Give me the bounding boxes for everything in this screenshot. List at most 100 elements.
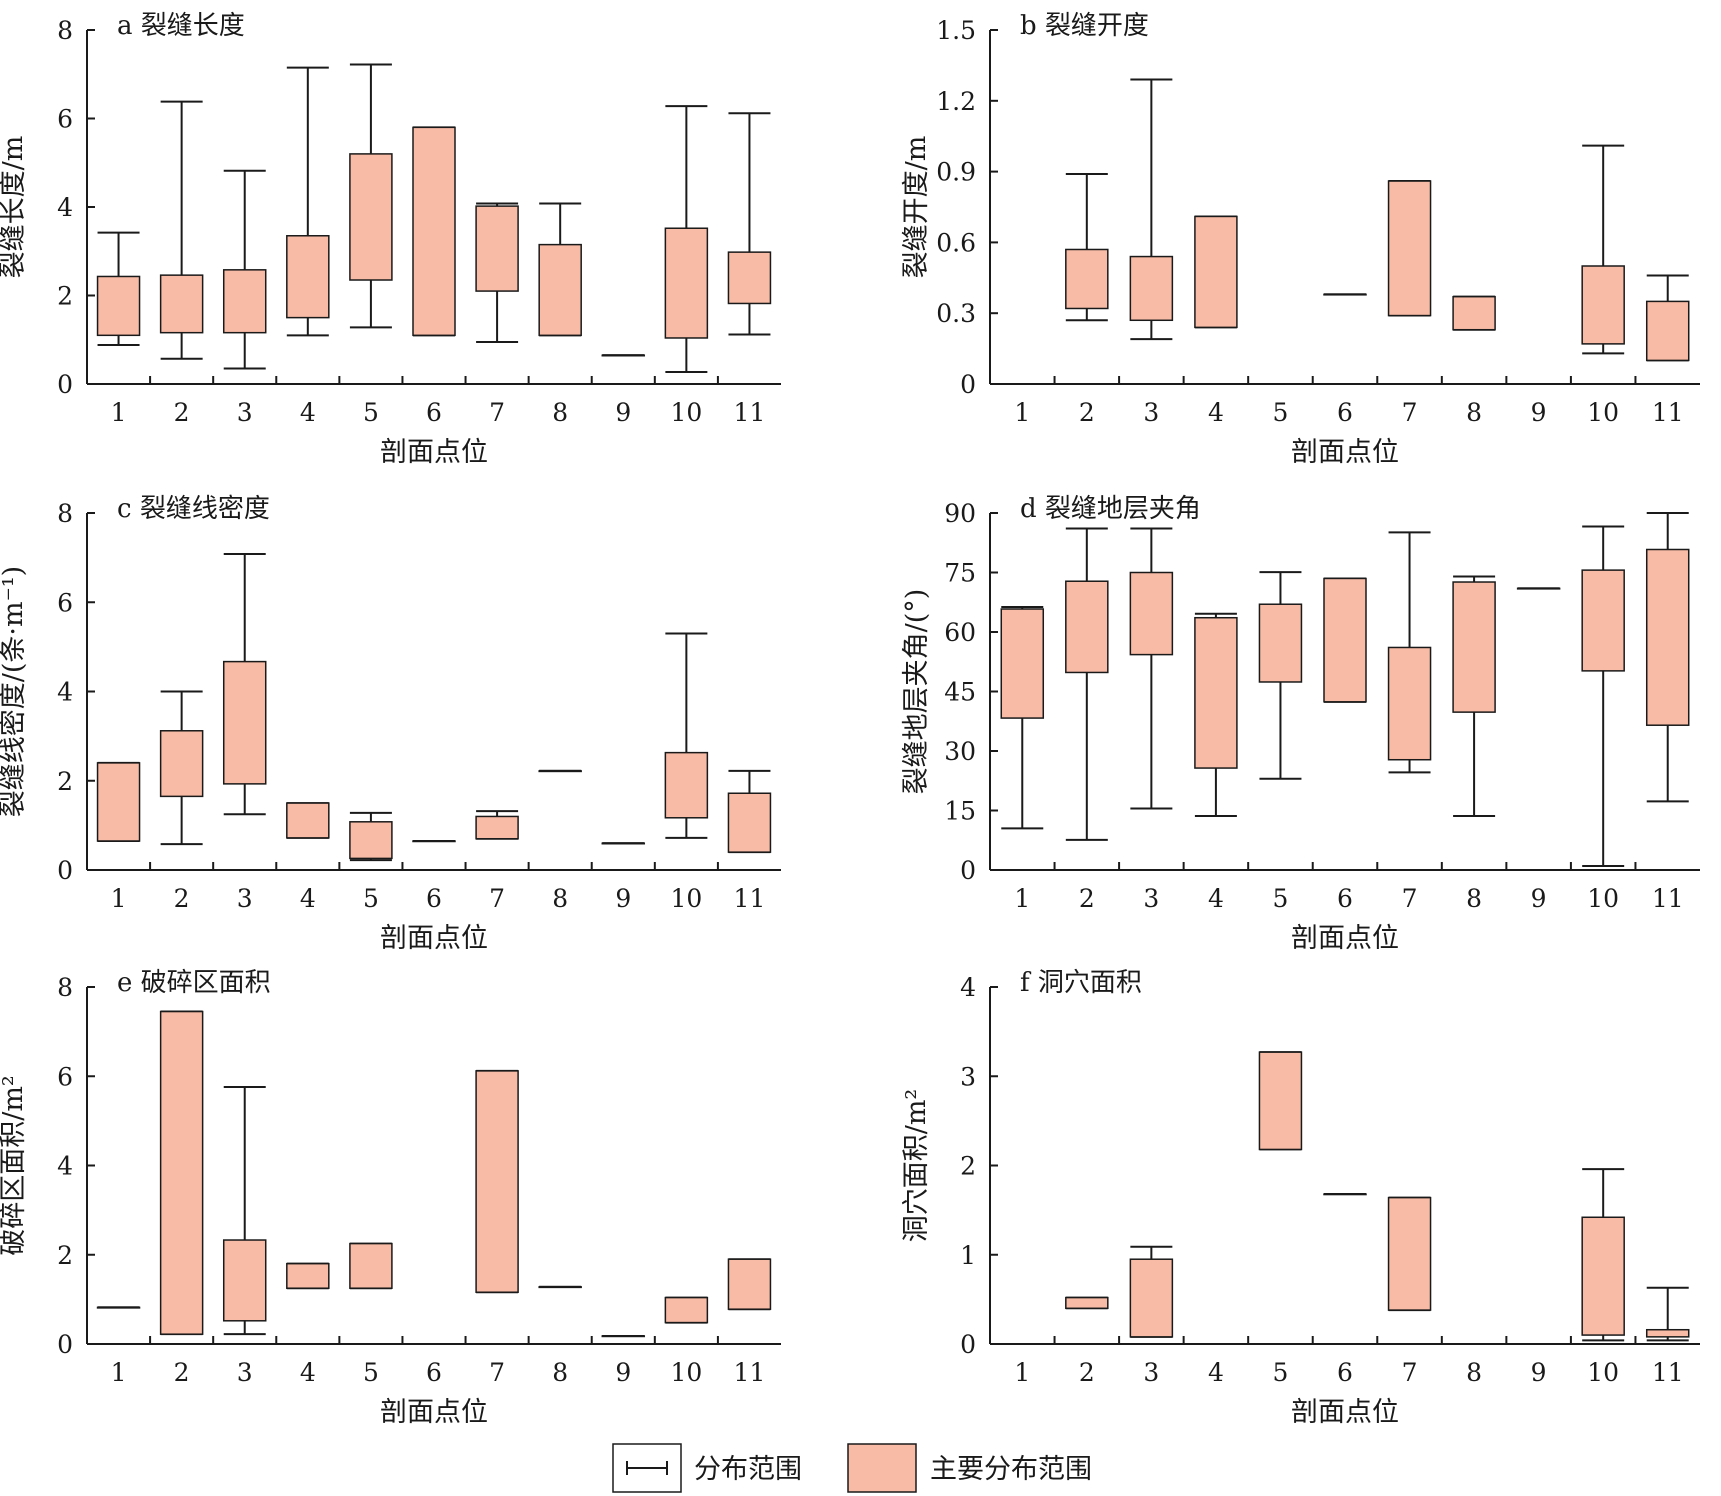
box: [1452, 581, 1496, 713]
box-group: [538, 1285, 582, 1289]
box: [96, 1306, 141, 1309]
box: [601, 842, 646, 845]
x-tick-label: 9: [615, 884, 631, 913]
box: [1129, 1258, 1174, 1338]
x-tick-label: 9: [1531, 884, 1547, 913]
box-group: [222, 553, 267, 816]
box-group: [538, 769, 582, 773]
box: [1581, 569, 1625, 672]
box: [475, 205, 519, 292]
x-tick-label: 1: [1014, 884, 1030, 913]
y-tick-label: 75: [944, 559, 976, 588]
x-tick-label: 1: [111, 884, 127, 913]
x-tick-label: 3: [237, 1358, 253, 1387]
box: [286, 802, 330, 839]
box-group: [1387, 180, 1432, 317]
panel-title: b 裂缝开度: [1020, 11, 1149, 41]
box-group: [286, 1262, 330, 1290]
y-tick-label: 30: [944, 737, 976, 766]
box: [664, 227, 709, 339]
x-axis-label: 剖面点位: [380, 1397, 488, 1428]
box-group: [412, 126, 456, 337]
y-tick-label: 4: [960, 973, 976, 1002]
box: [1258, 603, 1303, 683]
x-tick-label: 10: [1587, 884, 1619, 913]
x-tick-label: 2: [1079, 398, 1095, 427]
box-group: [475, 810, 519, 840]
box-group: [601, 354, 646, 357]
box: [1323, 293, 1367, 296]
box: [538, 1286, 582, 1289]
box: [222, 660, 267, 785]
box-group: [1065, 172, 1109, 322]
y-tick-label: 3: [960, 1062, 976, 1091]
box-group: [1645, 512, 1690, 803]
x-tick-label: 8: [552, 884, 568, 913]
y-axis-label: 裂缝开度/m: [901, 136, 932, 279]
box: [349, 1242, 393, 1289]
y-tick-label: 15: [944, 797, 976, 826]
box: [1581, 1216, 1625, 1336]
y-tick-label: 1.2: [936, 87, 976, 116]
y-axis-label: 洞穴面积/m²: [901, 1089, 932, 1243]
y-tick-label: 8: [57, 16, 73, 45]
panel-title: c 裂缝线密度: [117, 494, 270, 524]
box: [1258, 1051, 1303, 1151]
y-tick-label: 6: [57, 588, 73, 617]
box-group: [1000, 606, 1045, 830]
box: [538, 243, 582, 337]
y-tick-label: 4: [57, 193, 73, 222]
box-group: [412, 839, 456, 843]
x-tick-label: 8: [552, 1358, 568, 1387]
box-group: [475, 202, 519, 343]
x-tick-label: 8: [1466, 398, 1482, 427]
x-tick-label: 5: [1273, 1358, 1289, 1387]
box: [1065, 248, 1109, 310]
x-tick-label: 6: [1337, 398, 1353, 427]
y-tick-label: 0.9: [936, 158, 976, 187]
box-group: [349, 1242, 393, 1290]
x-tick-label: 6: [1337, 1358, 1353, 1387]
x-tick-label: 1: [1014, 398, 1030, 427]
x-tick-label: 2: [174, 398, 190, 427]
y-tick-label: 1: [960, 1241, 976, 1270]
x-tick-label: 9: [615, 1358, 631, 1387]
y-tick-label: 4: [57, 1152, 73, 1181]
x-tick-label: 6: [426, 1358, 442, 1387]
panel-title: a 裂缝长度: [117, 11, 245, 41]
box-group: [475, 1069, 519, 1294]
x-tick-label: 5: [363, 398, 379, 427]
box-group: [159, 1010, 204, 1336]
box-group: [222, 169, 267, 370]
box: [349, 153, 393, 281]
y-tick-label: 0.3: [936, 299, 976, 328]
y-tick-label: 6: [57, 105, 73, 134]
box-group: [349, 811, 393, 862]
box: [1194, 616, 1238, 769]
x-tick-label: 11: [734, 398, 766, 427]
box-group: [1516, 587, 1561, 590]
legend-main-swatch: [847, 1443, 917, 1493]
y-tick-label: 4: [57, 678, 73, 707]
x-tick-label: 2: [1079, 884, 1095, 913]
x-tick-label: 7: [1402, 1358, 1418, 1387]
x-tick-label: 8: [1466, 1358, 1482, 1387]
box: [1387, 1196, 1432, 1311]
box: [475, 815, 519, 840]
box: [412, 126, 456, 337]
x-axis-label: 剖面点位: [380, 437, 488, 468]
x-tick-label: 6: [426, 398, 442, 427]
box-group: [727, 1258, 772, 1311]
x-tick-label: 1: [1014, 1358, 1030, 1387]
box: [1194, 215, 1238, 329]
x-tick-label: 3: [237, 398, 253, 427]
box-group: [222, 1085, 267, 1336]
box: [286, 235, 330, 319]
box-group: [286, 802, 330, 839]
box: [1065, 1296, 1109, 1310]
x-tick-label: 9: [615, 398, 631, 427]
y-tick-label: 2: [57, 282, 73, 311]
box-group: [1194, 215, 1238, 329]
box: [1323, 577, 1367, 703]
